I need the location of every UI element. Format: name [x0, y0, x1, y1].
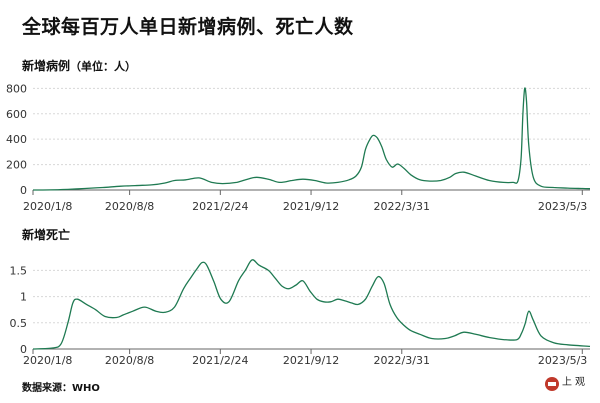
deaths-xtick-label: 2021/2/24 — [192, 354, 248, 367]
deaths-ytick-label: 1.5 — [10, 264, 28, 277]
deaths-line-chart: 0 0.5 1 1.5 2020/1/8 2020/8/8 2021/2/24 2021/9/… — [10, 259, 591, 367]
chart-main-title: 全球每百万人单日新增病例、死亡人数 — [22, 16, 354, 38]
deaths-series-line — [32, 259, 591, 350]
cases-ytick-label: 400 — [6, 133, 27, 146]
deaths-xtick-label: 2022/3/31 — [374, 354, 430, 367]
deaths-xtick-label: 2020/8/8 — [105, 354, 154, 367]
deaths-panel-title-text: 新增死亡 — [22, 228, 71, 242]
cases-xtick-label: 2022/3/31 — [374, 200, 430, 213]
cases-xtick-label: 2020/1/8 — [23, 200, 72, 213]
cases-ytick-label: 0 — [20, 184, 27, 197]
cases-series-line — [32, 87, 591, 191]
cases-unit-label: （单位：人） — [70, 60, 137, 73]
cases-line-chart: 0 200 400 600 800 2020/1/8 2020/8/8 2021/2/24 20… — [6, 82, 591, 213]
data-source-note: 数据来源：WHO — [22, 383, 100, 394]
cases-xtick-label: 2023/5/3 — [538, 200, 587, 213]
deaths-ytick-label: 0.5 — [10, 317, 28, 330]
publisher-logo: 上观 — [544, 371, 594, 397]
cases-xtick-label: 2020/8/8 — [105, 200, 154, 213]
cases-ytick-label: 600 — [6, 108, 27, 121]
deaths-ytick-label: 1 — [20, 291, 27, 304]
cases-ytick-label: 200 — [6, 159, 27, 172]
deaths-panel-title: 新增死亡 — [22, 226, 70, 243]
deaths-xtick-label: 2021/9/12 — [283, 354, 339, 367]
cases-panel-title: 新增病例（单位：人） — [22, 57, 136, 74]
deaths-xtick-label: 2020/1/8 — [23, 354, 72, 367]
deaths-ytick-label: 0 — [20, 343, 27, 356]
logo-emblem-icon — [545, 377, 559, 391]
cases-xtick-label: 2021/9/12 — [283, 200, 339, 213]
deaths-xtick-label: 2023/5/3 — [538, 354, 587, 367]
cases-panel-title-text: 新增病例 — [22, 59, 71, 73]
cases-ytick-label: 800 — [6, 82, 27, 95]
logo-text: 上观 — [562, 377, 588, 388]
cases-xtick-label: 2021/2/24 — [192, 200, 248, 213]
